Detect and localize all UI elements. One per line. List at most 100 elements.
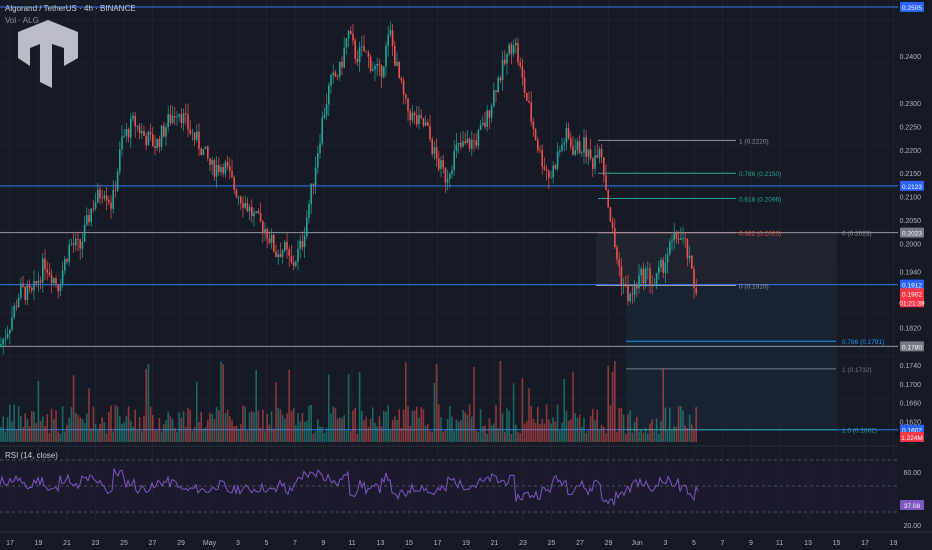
volume-bar <box>512 383 515 442</box>
volume-bar <box>385 411 387 442</box>
volume-bar <box>141 431 143 442</box>
candle-body <box>86 215 88 225</box>
candle-body <box>627 284 629 301</box>
volume-bar <box>420 407 422 442</box>
time-tick-label: 19 <box>35 540 43 547</box>
volume-bar <box>453 430 455 442</box>
candle-body <box>523 77 526 93</box>
price-badge <box>900 180 924 191</box>
volume-bar <box>528 388 530 442</box>
volume-bar <box>61 406 64 442</box>
volume-bar <box>484 425 486 442</box>
candle-body <box>101 198 103 199</box>
candle-body <box>662 259 664 273</box>
price-badge <box>900 297 924 308</box>
volume-bar <box>642 432 645 442</box>
candle-body <box>519 62 521 67</box>
candle-body <box>281 250 284 257</box>
candle-body <box>548 170 550 178</box>
volume-bar <box>332 406 334 442</box>
candle-body <box>343 47 345 68</box>
price-tick-label: 0.1660 <box>900 401 922 408</box>
candle-body <box>332 72 334 76</box>
price-tick-label: 0.2400 <box>900 54 922 61</box>
candle-body <box>475 140 477 146</box>
candle-body <box>413 112 416 116</box>
candle-body <box>339 61 341 77</box>
volume-bar <box>257 410 260 442</box>
candle-body <box>427 122 429 126</box>
volume-bar <box>532 418 535 442</box>
candle-body <box>378 63 381 65</box>
volume-bar <box>299 421 301 442</box>
volume-bar <box>2 416 4 442</box>
candle-body <box>398 62 400 78</box>
volume-bar <box>460 420 462 442</box>
candle-body <box>119 149 121 173</box>
candle-body <box>655 273 658 285</box>
volume-bar <box>198 422 200 442</box>
candle-body <box>539 149 541 151</box>
volume-bar <box>686 428 689 442</box>
candle-body <box>178 114 180 117</box>
candle-body <box>240 196 242 204</box>
candle-body <box>259 213 262 222</box>
volume-bar <box>152 415 154 442</box>
candle-body <box>116 172 119 191</box>
volume-bar <box>640 429 642 442</box>
candle-body <box>33 281 35 291</box>
candle-body <box>284 242 286 251</box>
volume-bar <box>303 421 306 442</box>
candle-body <box>358 47 361 63</box>
candle-body <box>407 98 409 112</box>
volume-bar <box>53 419 55 442</box>
candle-body <box>83 224 86 242</box>
candle-body <box>336 76 339 78</box>
candle-body <box>680 238 682 240</box>
volume-bar <box>189 410 191 442</box>
volume-bar <box>387 405 389 442</box>
volume-bar <box>138 416 141 442</box>
volume-bar <box>207 419 209 442</box>
volume-bar <box>66 424 68 442</box>
volume-bar <box>312 433 315 442</box>
candle-body <box>369 56 372 72</box>
candle-body <box>600 148 603 158</box>
candle-body <box>94 202 97 209</box>
volume-bar <box>413 410 416 442</box>
volume-bar <box>31 411 33 442</box>
candle-body <box>640 268 642 276</box>
volume-bar <box>655 418 658 442</box>
volume-bar <box>213 418 216 442</box>
time-tick-label: 25 <box>548 540 556 547</box>
volume-bar <box>33 411 35 442</box>
fib-level-label: 0.382 (0.2023) <box>739 231 781 238</box>
candle-body <box>438 158 440 170</box>
candle-body <box>578 141 581 153</box>
candle-body <box>363 46 365 52</box>
volume-bar <box>444 430 447 442</box>
candle-body <box>638 275 640 289</box>
fib-level-label: 1.5 (0.1602) <box>842 428 877 435</box>
volume-bar <box>429 430 431 442</box>
candle-body <box>103 195 106 199</box>
candle-body <box>658 267 660 274</box>
candle-body <box>484 122 486 127</box>
candle-body <box>376 63 378 66</box>
candle-body <box>442 160 444 168</box>
candle-body <box>512 45 515 54</box>
candle-body <box>275 251 277 258</box>
volume-bar <box>284 418 286 442</box>
candle-body <box>521 66 524 78</box>
candle-body <box>506 54 508 64</box>
volume-bar <box>383 410 385 442</box>
volume-bar <box>627 414 629 442</box>
price-tick-label: 0.1940 <box>900 269 922 276</box>
candle-body <box>90 208 92 223</box>
volume-bar <box>240 424 242 442</box>
volume-bar <box>367 426 370 442</box>
candle-body <box>462 141 464 147</box>
candle-body <box>185 113 187 115</box>
volume-bar <box>176 431 178 442</box>
